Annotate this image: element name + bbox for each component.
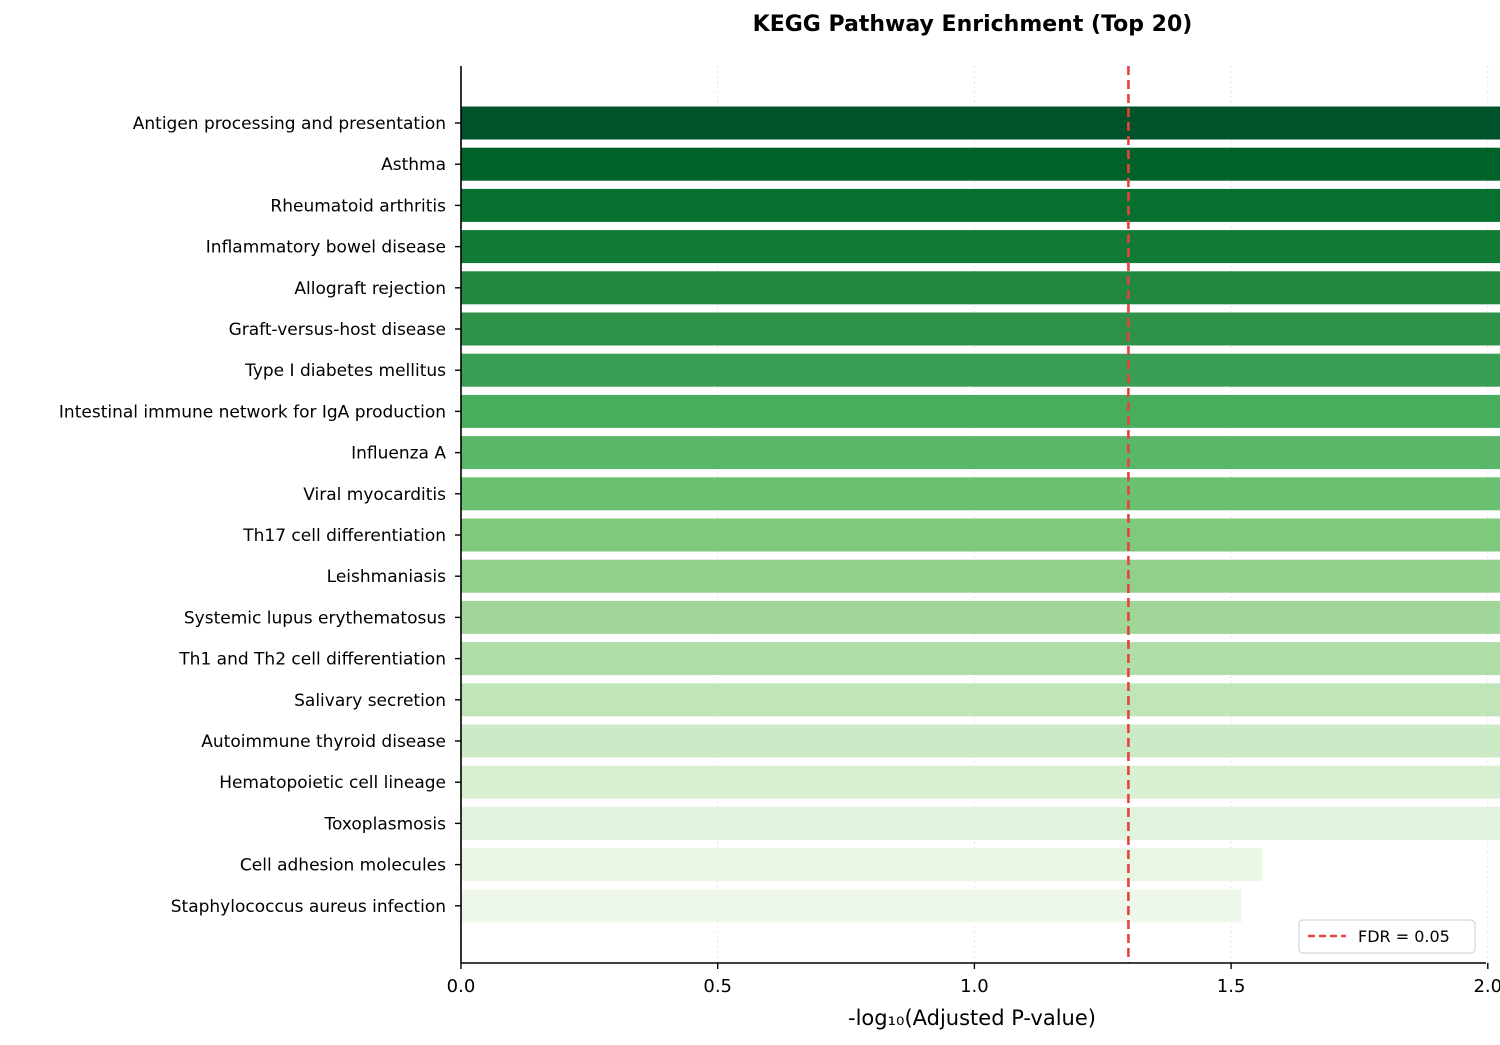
bar	[461, 683, 1500, 717]
x-tick-label: 2.0	[1473, 976, 1500, 997]
legend-box	[1298, 919, 1476, 954]
bar	[461, 436, 1500, 470]
bar	[461, 106, 1500, 140]
category-label: Intestinal immune network for IgA produc…	[59, 402, 446, 422]
category-label: Th17 cell differentiation	[242, 526, 446, 546]
category-label: Systemic lupus erythematosus	[184, 608, 446, 628]
category-label: Asthma	[381, 155, 446, 175]
category-labels: Antigen processing and presentation Asthm…	[59, 114, 461, 917]
legend: FDR = 0.05	[1298, 919, 1476, 954]
category-label: Toxoplasmosis	[324, 814, 447, 834]
x-axis-title: -log₁₀(Adjusted P-value)	[848, 1006, 1096, 1030]
category-label: Viral myocarditis	[303, 485, 446, 505]
category-label: Leishmaniasis	[327, 567, 446, 587]
axes	[460, 66, 1486, 964]
category-label: Autoimmune thyroid disease	[201, 732, 446, 752]
category-label: Th1 and Th2 cell differentiation	[178, 650, 446, 670]
category-label: Antigen processing and presentation	[133, 114, 446, 134]
bar	[461, 806, 1500, 840]
bar	[461, 312, 1500, 346]
bar	[461, 848, 1262, 882]
bar	[461, 230, 1500, 264]
x-tick-label: 0.5	[703, 976, 732, 997]
bar	[461, 642, 1500, 676]
chart-title: KEGG Pathway Enrichment (Top 20)	[752, 12, 1193, 37]
category-label: Type I diabetes mellitus	[244, 361, 446, 381]
bar	[461, 559, 1500, 593]
category-label: Allograft rejection	[294, 279, 446, 299]
bar	[461, 889, 1242, 923]
category-label: Salivary secretion	[294, 691, 446, 711]
x-tick-label: 1.5	[1217, 976, 1246, 997]
bar	[461, 477, 1500, 511]
bar	[461, 600, 1500, 634]
bar	[461, 353, 1500, 387]
bar	[461, 147, 1500, 181]
bar	[461, 188, 1500, 222]
bar	[461, 724, 1500, 758]
legend-label: FDR = 0.05	[1358, 927, 1450, 946]
bar	[461, 271, 1500, 305]
category-label: Inflammatory bowel disease	[206, 238, 446, 258]
bar	[461, 765, 1500, 799]
category-label: Graft-versus-host disease	[229, 320, 446, 340]
category-label: Hematopoietic cell lineage	[219, 773, 446, 793]
x-ticks: 0.00.51.01.52.02.53.03.5	[447, 963, 1500, 997]
bar	[461, 394, 1500, 428]
category-label: Cell adhesion molecules	[240, 856, 446, 876]
x-tick-label: 1.0	[960, 976, 989, 997]
bar	[461, 518, 1500, 552]
category-label: Influenza A	[351, 444, 446, 464]
category-label: Staphylococcus aureus infection	[171, 897, 446, 917]
category-label: Rheumatoid arthritis	[270, 196, 446, 216]
x-tick-label: 0.0	[447, 976, 476, 997]
bars	[461, 106, 1500, 923]
